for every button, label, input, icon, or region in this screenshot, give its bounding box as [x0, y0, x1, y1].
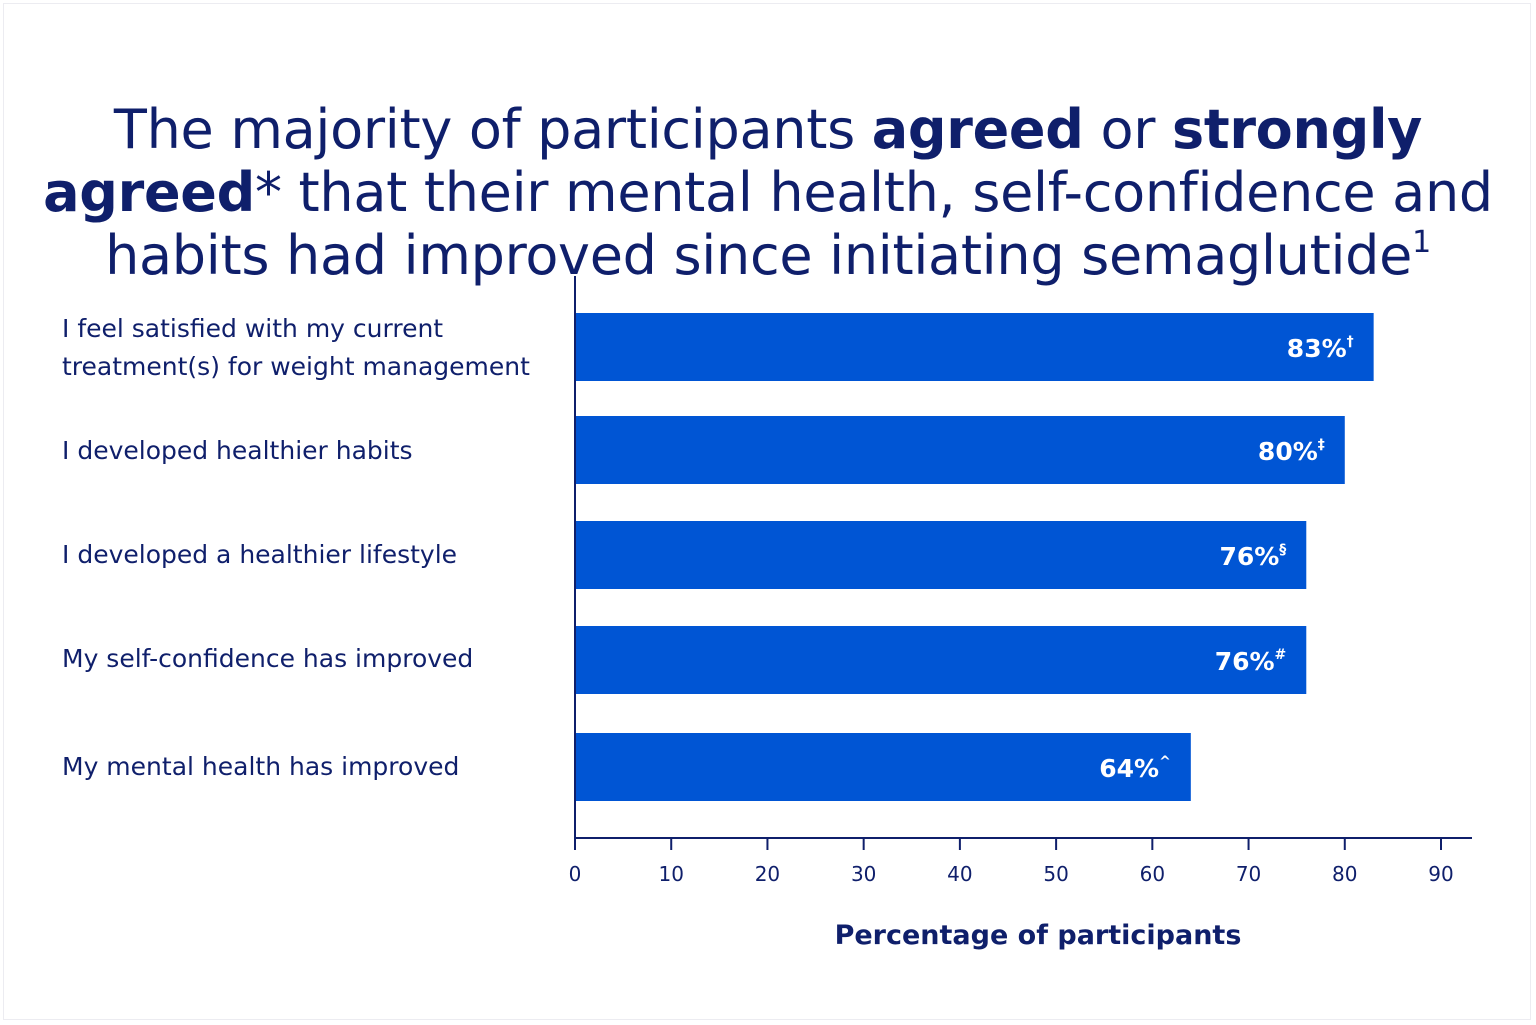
- title-part: The majority of participants: [113, 98, 872, 162]
- bar-value-label: 76%#: [1215, 647, 1287, 676]
- bar-value: 64%: [1099, 754, 1159, 783]
- bar-value-footnote-mark: #: [1275, 647, 1287, 663]
- title-part: agreed: [871, 98, 1084, 162]
- title-part: that their mental health, self-confidenc…: [105, 161, 1493, 288]
- bar-value-label: 80%‡: [1258, 437, 1325, 466]
- bar: [575, 626, 1307, 694]
- category-label: I developed healthier habits: [62, 436, 413, 465]
- bar-value-footnote-mark: ^: [1159, 754, 1171, 770]
- x-axis-title: Percentage of participants: [834, 920, 1242, 951]
- title-part: strongly agreed: [43, 98, 1423, 225]
- x-tick-label: 90: [1428, 862, 1453, 886]
- bar-value-label: 76%§: [1219, 542, 1286, 571]
- x-tick-label: 60: [1140, 862, 1165, 886]
- bar: [575, 416, 1345, 484]
- bar-value: 80%: [1258, 437, 1318, 466]
- x-tick-label: 20: [755, 862, 780, 886]
- bar: [575, 313, 1374, 381]
- bar: [575, 521, 1307, 589]
- title-part: or: [1083, 98, 1172, 162]
- x-tick-label: 40: [947, 862, 972, 886]
- title-part: 1: [1412, 225, 1431, 261]
- x-tick-label: 80: [1332, 862, 1357, 886]
- x-tick-label: 30: [851, 862, 876, 886]
- x-tick-label: 70: [1236, 862, 1261, 886]
- category-label: My self-confidence has improved: [62, 644, 474, 673]
- bar-value-footnote-mark: §: [1279, 542, 1286, 558]
- bar-value-label: 83%†: [1287, 334, 1354, 363]
- bar-value-footnote-mark: ‡: [1318, 437, 1325, 453]
- category-label: My mental health has improved: [62, 752, 460, 781]
- chart-title: The majority of participants agreed or s…: [40, 98, 1496, 287]
- bar-value: 83%: [1287, 334, 1347, 363]
- bar-value-footnote-mark: †: [1347, 334, 1354, 350]
- bar-value: 76%: [1219, 542, 1279, 571]
- x-tick-label: 0: [569, 862, 582, 886]
- category-label: I developed a healthier lifestyle: [62, 540, 458, 569]
- x-tick-label: 10: [658, 862, 683, 886]
- title-part: *: [254, 161, 282, 225]
- bar: [575, 733, 1191, 801]
- category-label: I feel satisfied with my current treatme…: [62, 314, 530, 381]
- x-tick-label: 50: [1043, 862, 1068, 886]
- bar-value-label: 64%^: [1099, 754, 1171, 783]
- bar-value: 76%: [1215, 647, 1275, 676]
